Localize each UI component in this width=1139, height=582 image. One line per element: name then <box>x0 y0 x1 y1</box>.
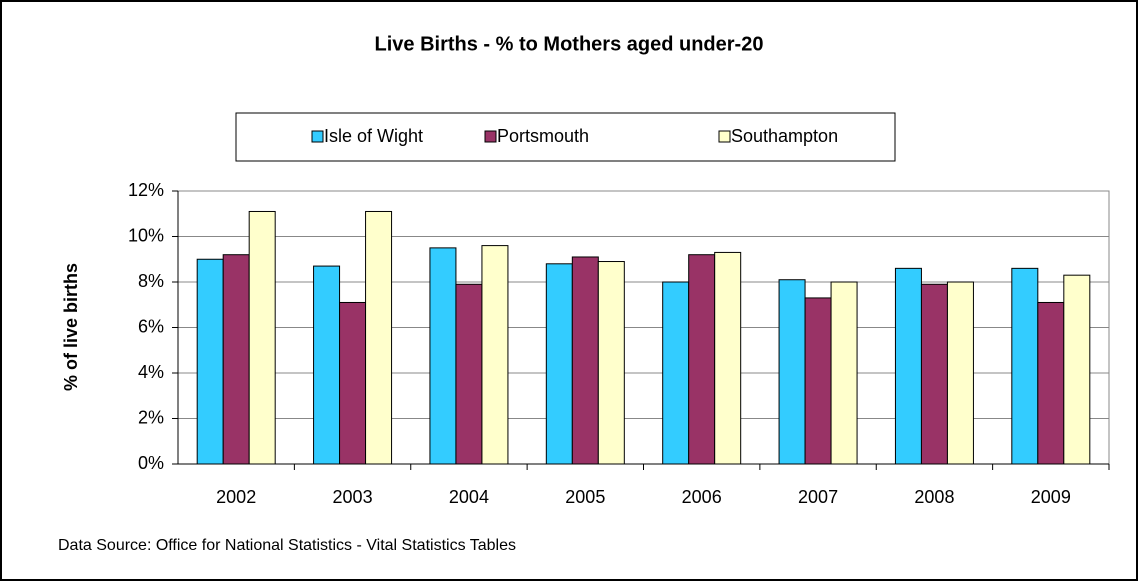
bar <box>1063 274 1091 465</box>
bar <box>481 245 509 465</box>
bar <box>714 251 742 465</box>
legend-swatch <box>718 130 731 143</box>
bar <box>339 301 367 465</box>
bar <box>920 283 948 465</box>
bar <box>455 283 483 465</box>
y-tick-label: 0% <box>138 453 164 473</box>
bar <box>662 281 690 465</box>
x-tick-label: 2002 <box>216 487 256 507</box>
legend-label: Southampton <box>731 126 838 146</box>
bar <box>248 210 276 465</box>
source-note: Data Source: Office for National Statist… <box>58 537 516 554</box>
x-tick-label: 2005 <box>565 487 605 507</box>
bar <box>597 261 625 465</box>
bar <box>946 281 974 465</box>
bar <box>830 281 858 465</box>
legend-swatch <box>311 130 324 143</box>
bar <box>196 258 224 465</box>
legend-box <box>235 112 896 162</box>
legend-label: Isle of Wight <box>324 126 423 146</box>
chart-title: Live Births - % to Mothers aged under-20 <box>375 33 764 55</box>
bar <box>313 265 341 465</box>
x-tick-label: 2009 <box>1031 487 1071 507</box>
x-tick-label: 2004 <box>449 487 489 507</box>
bar <box>1011 267 1039 465</box>
bar <box>688 254 716 465</box>
y-tick-label: 8% <box>138 271 164 291</box>
x-tick-label: 2008 <box>914 487 954 507</box>
legend-label: Portsmouth <box>497 126 589 146</box>
bar <box>778 279 806 465</box>
bar <box>1037 301 1065 465</box>
bar <box>804 297 832 465</box>
bar <box>222 254 250 465</box>
x-tick-label: 2006 <box>682 487 722 507</box>
bar <box>429 247 457 465</box>
bar <box>365 210 393 465</box>
x-tick-label: 2003 <box>333 487 373 507</box>
y-tick-label: 4% <box>138 362 164 382</box>
bar <box>571 256 599 465</box>
bar <box>545 263 573 465</box>
y-tick-label: 2% <box>138 407 164 427</box>
y-axis-label: % of live births <box>61 263 81 391</box>
y-tick-label: 10% <box>128 225 164 245</box>
y-tick-label: 12% <box>128 180 164 200</box>
y-tick-label: 6% <box>138 316 164 336</box>
x-tick-label: 2007 <box>798 487 838 507</box>
legend-swatch <box>484 130 497 143</box>
bar <box>894 267 922 465</box>
